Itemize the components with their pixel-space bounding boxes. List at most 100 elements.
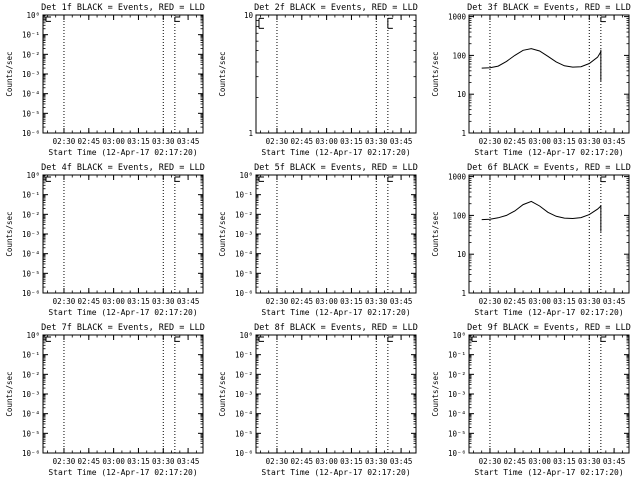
panel-det-9: Det 9f BLACK = Events, RED = LLD Counts/s… — [431, 323, 631, 477]
plot-frame — [42, 14, 204, 134]
x-tick-label: 03:30 — [152, 137, 175, 146]
x-tick-label: 03:00 — [528, 137, 551, 146]
y-axis-label: Counts/sec — [5, 51, 14, 96]
x-tick-label: 03:15 — [127, 457, 150, 466]
x-tick-label: 03:30 — [365, 297, 388, 306]
x-tick-label: 03:30 — [365, 137, 388, 146]
panel-det-4: Det 4f BLACK = Events, RED = LLD Counts/s… — [5, 163, 205, 317]
y-tick-label: 10⁻² — [22, 50, 40, 59]
y-tick-label: 1000 — [448, 13, 467, 22]
y-tick-label: 10⁻¹ — [22, 191, 40, 200]
y-tick-label: 1000 — [448, 173, 467, 182]
y-axis-label: Counts/sec — [431, 51, 440, 96]
y-axis-label: Counts/sec — [431, 211, 440, 256]
y-tick-label: 1 — [461, 129, 466, 138]
x-tick-label: 03:30 — [365, 457, 388, 466]
y-tick-label: 10⁻³ — [22, 390, 40, 399]
panel-title: Det 8f BLACK = Events, RED = LLD — [254, 323, 418, 333]
y-tick-label: 10⁻¹ — [235, 351, 253, 360]
panel-det-6: Det 6f BLACK = Events, RED = LLD Counts/s… — [431, 163, 631, 317]
y-tick-label: 10⁻³ — [235, 230, 253, 239]
y-tick-label: 10⁻⁴ — [235, 410, 253, 419]
y-tick-label: 10⁻¹ — [448, 351, 466, 360]
x-tick-label: 02:45 — [504, 457, 527, 466]
x-tick-label: 02:45 — [78, 457, 101, 466]
x-tick-label: 03:15 — [553, 137, 576, 146]
x-tick-label: 03:15 — [340, 297, 363, 306]
x-tick-label: 02:45 — [504, 137, 527, 146]
panel-title: Det 1f BLACK = Events, RED = LLD — [41, 3, 205, 13]
x-tick-label: 03:30 — [152, 457, 175, 466]
x-tick-label: 03:15 — [553, 297, 576, 306]
y-tick-label: 10⁻⁴ — [448, 410, 466, 419]
y-tick-label: 10⁰ — [239, 331, 253, 340]
panel-title: Det 3f BLACK = Events, RED = LLD — [467, 3, 631, 13]
panel-title: Det 2f BLACK = Events, RED = LLD — [254, 3, 418, 13]
x-tick-label: 03:00 — [315, 457, 338, 466]
x-tick-label: 03:00 — [315, 297, 338, 306]
y-tick-label: 10⁻² — [235, 370, 253, 379]
plot-frame — [468, 174, 630, 294]
x-tick-label: 03:30 — [578, 457, 601, 466]
x-tick-label: 02:45 — [291, 137, 314, 146]
x-tick-label: 03:15 — [340, 457, 363, 466]
plot-frame — [468, 334, 630, 454]
panel-title: Det 5f BLACK = Events, RED = LLD — [254, 163, 418, 173]
x-tick-label: 03:00 — [102, 297, 125, 306]
y-axis-label: Counts/sec — [218, 211, 227, 256]
y-tick-label: 10⁻¹ — [235, 191, 253, 200]
panel-det-2: Det 2f BLACK = Events, RED = LLD Counts/s… — [218, 3, 418, 157]
y-axis-label: Counts/sec — [5, 211, 14, 256]
y-tick-label: 10⁻⁶ — [235, 289, 253, 298]
x-tick-label: 03:45 — [390, 457, 413, 466]
x-tick-label: 02:30 — [479, 457, 502, 466]
y-tick-label: 10⁻² — [22, 370, 40, 379]
y-axis-label: Counts/sec — [218, 371, 227, 416]
events-rate-line — [481, 48, 602, 69]
y-axis-label: Counts/sec — [431, 371, 440, 416]
x-tick-label: 02:45 — [504, 297, 527, 306]
panel-title: Det 6f BLACK = Events, RED = LLD — [467, 163, 631, 173]
x-tick-label: 03:45 — [603, 137, 626, 146]
x-tick-label: 03:45 — [390, 297, 413, 306]
y-tick-label: 1 — [248, 129, 253, 138]
x-tick-label: 02:30 — [53, 297, 76, 306]
panel-title: Det 7f BLACK = Events, RED = LLD — [41, 323, 205, 333]
plot-frame — [255, 334, 417, 454]
x-tick-label: 03:45 — [177, 457, 200, 466]
y-tick-label: 10⁻⁶ — [235, 449, 253, 458]
panel-det-5: Det 5f BLACK = Events, RED = LLD Counts/s… — [218, 163, 418, 317]
x-tick-label: 02:45 — [291, 457, 314, 466]
y-tick-label: 10⁻⁶ — [448, 449, 466, 458]
y-tick-label: 100 — [452, 211, 466, 220]
x-tick-label: 03:30 — [152, 297, 175, 306]
x-tick-label: 03:00 — [102, 137, 125, 146]
y-tick-label: 10⁰ — [26, 171, 40, 180]
y-tick-label: 10⁻⁴ — [235, 250, 253, 259]
y-tick-label: 100 — [452, 51, 466, 60]
x-tick-label: 02:30 — [266, 297, 289, 306]
x-axis-label: Start Time (12-Apr-17 02:17:20) — [261, 468, 410, 477]
x-axis-label: Start Time (12-Apr-17 02:17:20) — [261, 308, 410, 317]
y-tick-label: 1 — [461, 289, 466, 298]
y-tick-label: 10⁻⁵ — [22, 269, 40, 278]
y-tick-label: 10⁻⁴ — [22, 410, 40, 419]
x-tick-label: 03:00 — [102, 457, 125, 466]
x-tick-label: 02:30 — [266, 457, 289, 466]
x-tick-label: 02:30 — [53, 137, 76, 146]
x-tick-label: 03:00 — [528, 297, 551, 306]
x-tick-label: 02:30 — [266, 137, 289, 146]
y-tick-label: 10⁻⁵ — [235, 269, 253, 278]
y-tick-label: 10⁻² — [448, 370, 466, 379]
y-tick-label: 10⁰ — [26, 331, 40, 340]
y-tick-label: 10⁻³ — [22, 70, 40, 79]
panel-det-1: Det 1f BLACK = Events, RED = LLD Counts/s… — [5, 3, 205, 157]
x-axis-label: Start Time (12-Apr-17 02:17:20) — [48, 468, 197, 477]
y-tick-label: 10⁰ — [452, 331, 466, 340]
x-tick-label: 02:30 — [479, 297, 502, 306]
y-tick-label: 10⁻⁴ — [22, 90, 40, 99]
y-tick-label: 10⁻⁶ — [22, 289, 40, 298]
panel-det-7: Det 7f BLACK = Events, RED = LLD Counts/s… — [5, 323, 205, 477]
